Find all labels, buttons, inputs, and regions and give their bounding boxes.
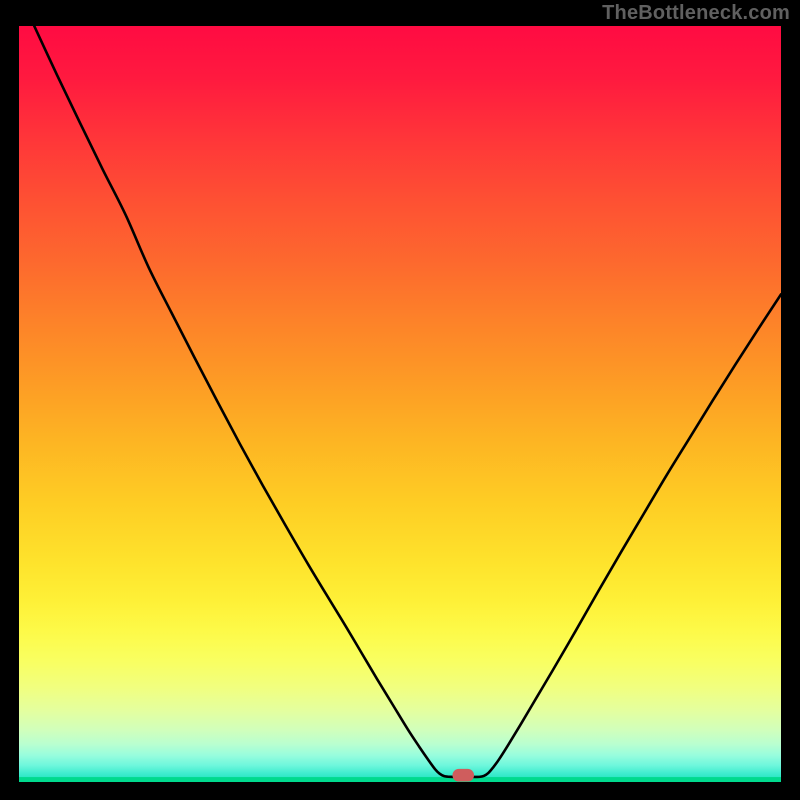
chart-frame [19,26,781,782]
current-point-marker [453,769,474,781]
chart-background [19,26,781,782]
chart-bottom-strip [19,777,781,782]
watermark-text: TheBottleneck.com [602,2,790,25]
bottleneck-chart [19,26,781,782]
